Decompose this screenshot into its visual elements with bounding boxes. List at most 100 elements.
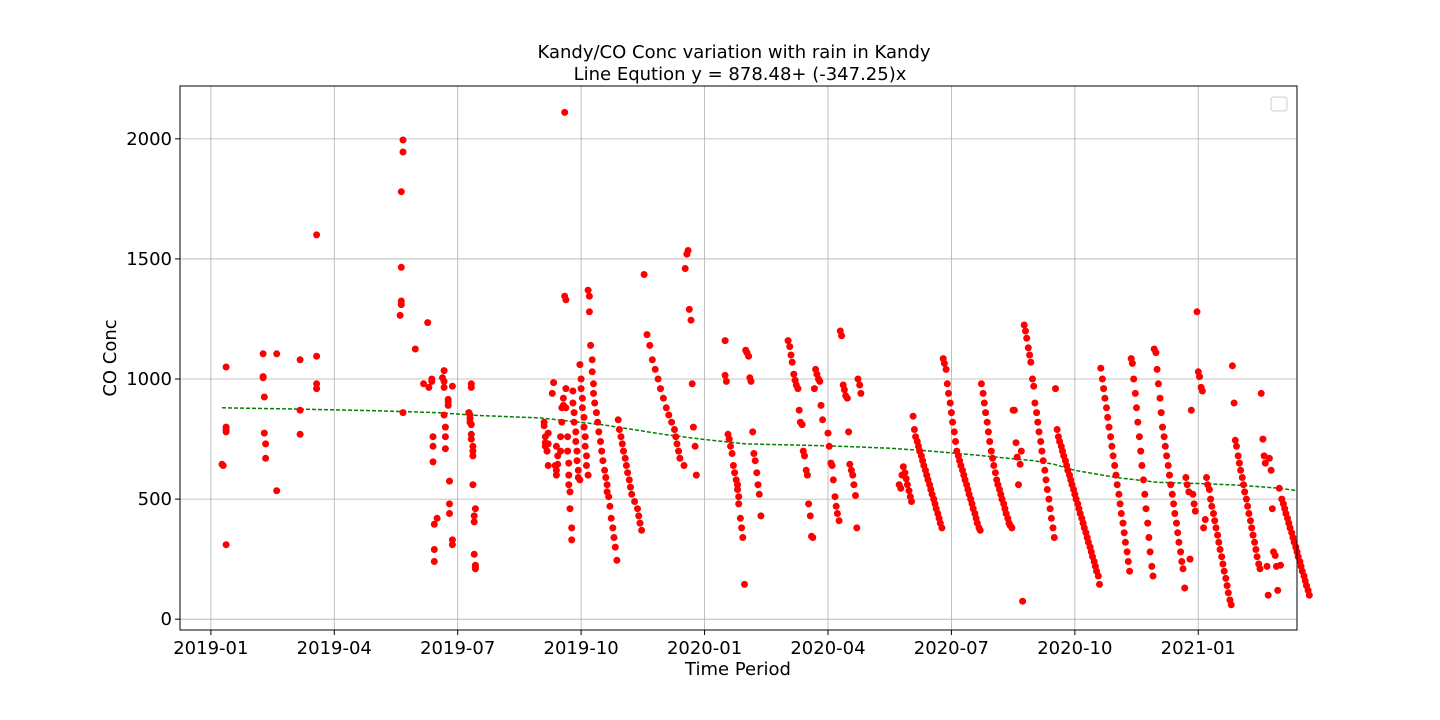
data-point	[1183, 481, 1191, 489]
data-point	[809, 534, 817, 541]
data-point	[684, 247, 692, 254]
data-point	[568, 524, 576, 532]
data-point	[897, 484, 905, 492]
data-point	[565, 481, 573, 489]
data-point	[755, 490, 763, 498]
data-point	[1149, 572, 1157, 580]
data-point	[728, 450, 736, 457]
data-point	[747, 377, 755, 385]
data-point	[1186, 555, 1194, 563]
data-point	[734, 481, 741, 489]
data-point	[1126, 567, 1134, 575]
data-point	[469, 447, 477, 455]
data-point	[569, 399, 577, 407]
data-point	[810, 385, 818, 393]
data-point	[798, 421, 806, 429]
data-point	[1261, 459, 1269, 467]
data-point	[1198, 387, 1206, 395]
x-tick-label: 2019-07	[420, 638, 495, 659]
data-point	[1013, 453, 1021, 461]
data-point	[680, 462, 688, 469]
data-point	[987, 447, 995, 455]
data-point	[441, 423, 449, 431]
data-point	[590, 380, 597, 388]
grid-lines	[180, 86, 1297, 630]
data-point	[397, 263, 405, 271]
data-point	[1240, 481, 1247, 489]
data-point	[635, 512, 643, 520]
data-point	[578, 404, 586, 412]
data-point	[584, 471, 592, 479]
data-point	[1268, 505, 1276, 513]
data-point	[672, 433, 680, 441]
data-point	[576, 476, 584, 484]
data-point	[467, 430, 475, 438]
data-point	[597, 438, 604, 445]
data-point	[420, 380, 428, 388]
data-point	[259, 350, 267, 358]
data-point	[989, 454, 997, 462]
data-point	[681, 265, 689, 272]
data-point	[1167, 481, 1175, 489]
data-point	[470, 518, 478, 526]
data-point	[794, 385, 802, 393]
data-point	[588, 356, 596, 364]
data-point	[671, 426, 678, 433]
data-point	[980, 399, 988, 407]
data-point	[1020, 321, 1028, 329]
data-point	[676, 454, 684, 462]
data-point	[554, 460, 562, 468]
data-point	[853, 524, 861, 532]
data-point	[1134, 418, 1142, 426]
data-point	[598, 447, 606, 455]
data-point	[838, 332, 846, 340]
data-point	[429, 458, 437, 466]
data-point	[903, 481, 911, 489]
data-point	[1128, 359, 1136, 367]
data-point	[441, 445, 449, 453]
data-point	[1053, 426, 1061, 433]
data-point	[1218, 553, 1226, 561]
data-point	[610, 534, 618, 541]
data-point	[583, 462, 590, 469]
data-point	[469, 452, 477, 460]
data-point	[725, 435, 733, 443]
data-point	[581, 442, 589, 450]
data-point	[1023, 334, 1031, 342]
data-point	[448, 382, 456, 390]
data-point	[1039, 457, 1047, 465]
chart-title: Kandy/CO Conc variation with rain in Kan…	[537, 42, 930, 63]
data-point	[1137, 447, 1145, 455]
data-point	[1253, 553, 1261, 561]
data-point	[945, 389, 952, 397]
data-point	[1153, 365, 1161, 373]
data-point	[1131, 389, 1139, 397]
data-point	[856, 381, 864, 389]
data-point	[313, 385, 321, 393]
data-point	[721, 371, 729, 379]
data-point	[949, 418, 957, 426]
data-point	[569, 387, 577, 395]
y-tick-label: 1500	[126, 249, 172, 270]
data-point	[559, 394, 567, 402]
data-point	[1305, 591, 1313, 599]
data-point	[469, 481, 477, 489]
data-point	[313, 352, 321, 360]
data-point	[222, 363, 230, 371]
data-point	[982, 409, 990, 417]
data-point	[1208, 502, 1216, 510]
data-point	[260, 429, 268, 437]
data-point	[1160, 433, 1168, 441]
data-point	[399, 148, 407, 156]
data-point	[262, 440, 270, 448]
x-tick-label: 2019-01	[173, 638, 248, 659]
data-point	[433, 514, 441, 522]
data-point	[446, 510, 453, 517]
data-point	[946, 399, 954, 407]
data-point	[1238, 474, 1246, 481]
data-point	[741, 580, 748, 588]
data-point	[540, 422, 548, 430]
data-point	[594, 418, 602, 426]
data-point	[470, 550, 478, 558]
x-axis-ticks: 2019-01 2019-04 2019-07 2019-10 2020-01 2020-…	[173, 630, 1236, 659]
